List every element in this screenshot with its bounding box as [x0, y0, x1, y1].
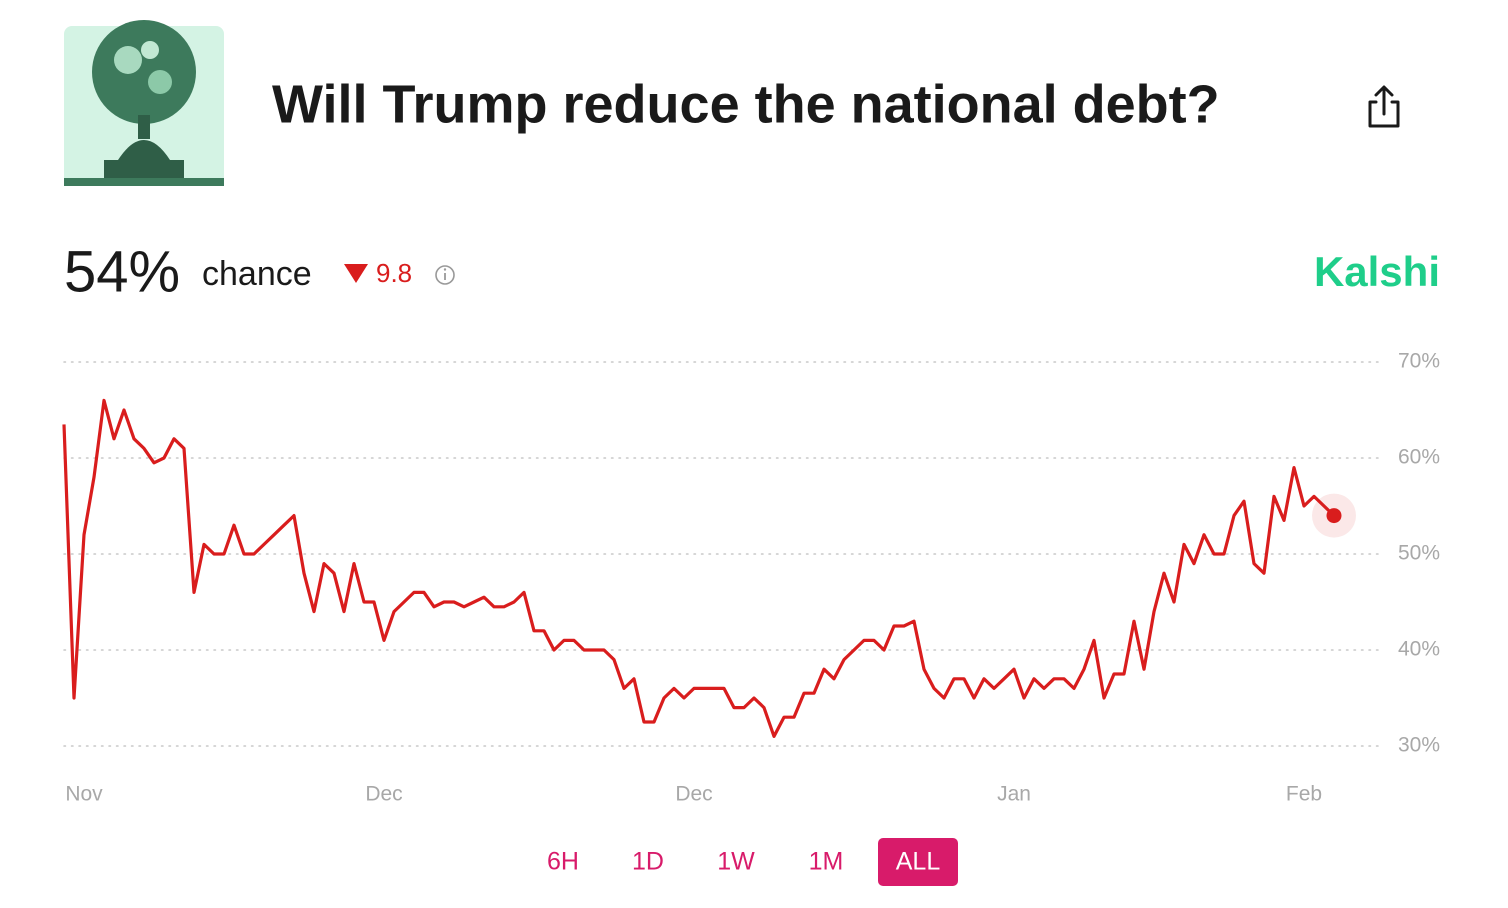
y-tick-label: 50%: [1398, 542, 1440, 565]
range-button[interactable]: ALL: [878, 838, 958, 886]
y-tick-label: 30%: [1398, 734, 1440, 757]
x-tick-label: Nov: [65, 783, 103, 806]
x-tick-label: Jan: [997, 783, 1031, 806]
y-tick-label: 40%: [1398, 638, 1440, 661]
range-button-label: 1M: [809, 848, 844, 876]
share-button[interactable]: [1368, 85, 1400, 128]
info-icon[interactable]: [435, 265, 455, 285]
range-button[interactable]: 6H: [547, 848, 579, 876]
change-arrow: [344, 264, 368, 283]
range-button-label: 1D: [632, 848, 664, 876]
x-tick-label: Feb: [1286, 783, 1322, 806]
range-button[interactable]: 1D: [632, 848, 664, 876]
brand-logo: Kalshi: [1314, 248, 1440, 295]
y-tick-label: 70%: [1398, 350, 1440, 373]
price-line: [62, 398, 1336, 738]
range-button-bg: [878, 838, 958, 886]
chance-label: chance: [202, 255, 312, 293]
y-tick-label: 60%: [1398, 446, 1440, 469]
range-button-label: ALL: [896, 848, 941, 876]
change-value: 9.8: [376, 258, 412, 288]
range-button[interactable]: 1M: [809, 848, 844, 876]
market-image: [64, 20, 224, 186]
range-button-label: 1W: [717, 848, 755, 876]
chance-value: 54%: [64, 239, 180, 304]
x-tick-label: Dec: [365, 783, 402, 806]
x-tick-label: Dec: [675, 783, 712, 806]
range-button-label: 6H: [547, 848, 579, 876]
range-button[interactable]: 1W: [717, 848, 755, 876]
market-title: Will Trump reduce the national debt?: [272, 74, 1220, 134]
current-point: [1326, 508, 1342, 524]
